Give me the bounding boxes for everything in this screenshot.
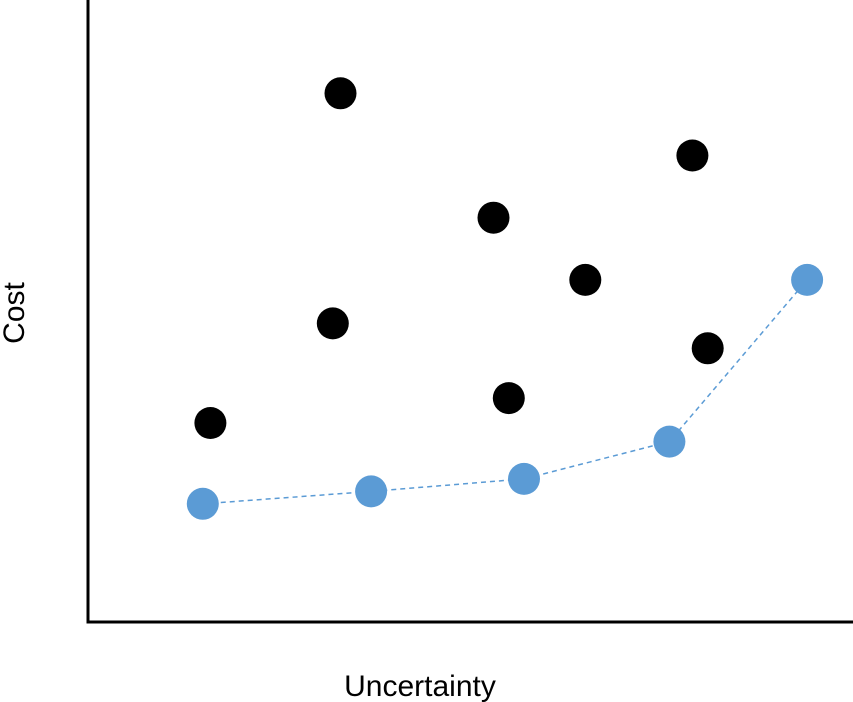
series-2-point-2 <box>355 475 388 508</box>
series-2-point-5 <box>791 263 824 296</box>
series-1-point-8 <box>691 332 724 365</box>
series-1-point-7 <box>676 139 709 172</box>
series-1-point-3 <box>316 307 349 340</box>
series-2-point-4 <box>653 425 686 458</box>
series-2-line <box>202 279 808 505</box>
series-1-point-5 <box>492 382 525 415</box>
series-2-point-3 <box>508 462 540 495</box>
series-1-point-4 <box>477 201 510 234</box>
series-1-point-6 <box>569 263 602 296</box>
x-axis-label: Uncertainty <box>344 670 496 702</box>
series-2-point-1 <box>186 487 219 520</box>
series-1-point-2 <box>324 77 357 110</box>
plot-marks <box>186 77 824 520</box>
y-axis-label: Cost <box>0 281 31 343</box>
series-1-point-1 <box>194 407 227 439</box>
